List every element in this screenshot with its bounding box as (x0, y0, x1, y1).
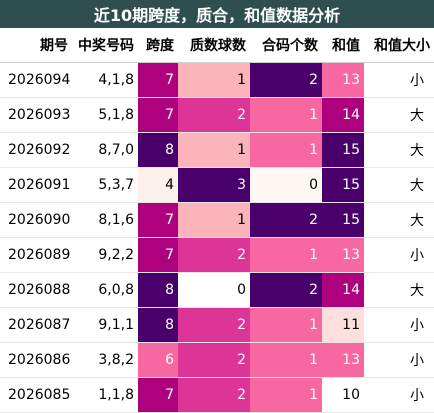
header-numbers: 中奖号码 (72, 28, 138, 63)
cell-winning-numbers: 8,1,6 (72, 202, 138, 238)
header-row: 期号 中奖号码 跨度 质数球数 合码个数 和值 和值大小 (0, 28, 434, 63)
cell-prime-count: 0 (178, 272, 250, 308)
cell-sum: 13 (322, 62, 364, 98)
cell-sum: 10 (322, 377, 364, 413)
cell-period: 2026090 (0, 202, 72, 238)
cell-span: 7 (138, 62, 178, 98)
header-composite-count: 合码个数 (250, 28, 322, 63)
cell-prime-count: 3 (178, 167, 250, 203)
table-row: 2026088 6,0,8 8 0 2 14 大 (0, 272, 434, 308)
cell-period: 2026087 (0, 307, 72, 343)
cell-composite-count: 0 (250, 167, 322, 203)
cell-sum: 14 (322, 272, 364, 308)
lottery-analysis-table: 期号 中奖号码 跨度 质数球数 合码个数 和值 和值大小 2026094 4,1,… (0, 28, 434, 413)
table-row: 2026091 5,3,7 4 3 0 15 大 (0, 167, 434, 203)
cell-period: 2026086 (0, 342, 72, 378)
cell-sum-size: 小 (364, 307, 434, 343)
table-row: 2026092 8,7,0 8 1 1 15 大 (0, 132, 434, 168)
cell-sum-size: 大 (364, 97, 434, 133)
cell-composite-count: 2 (250, 272, 322, 308)
cell-prime-count: 2 (178, 97, 250, 133)
cell-period: 2026093 (0, 97, 72, 133)
cell-period: 2026091 (0, 167, 72, 203)
cell-prime-count: 2 (178, 342, 250, 378)
cell-sum-size: 大 (364, 167, 434, 203)
cell-span: 8 (138, 272, 178, 308)
table-row: 2026093 5,1,8 7 2 1 14 大 (0, 97, 434, 133)
table-row: 2026089 9,2,2 7 2 1 13 小 (0, 237, 434, 273)
cell-span: 4 (138, 167, 178, 203)
cell-sum-size: 大 (364, 202, 434, 238)
cell-composite-count: 1 (250, 377, 322, 413)
cell-span: 7 (138, 237, 178, 273)
header-sum: 和值 (322, 28, 364, 63)
cell-winning-numbers: 5,1,8 (72, 97, 138, 133)
cell-sum: 15 (322, 167, 364, 203)
cell-winning-numbers: 6,0,8 (72, 272, 138, 308)
cell-prime-count: 1 (178, 132, 250, 168)
cell-sum: 13 (322, 342, 364, 378)
cell-span: 7 (138, 377, 178, 413)
cell-prime-count: 2 (178, 307, 250, 343)
table-title: 近10期跨度，质合，和值数据分析 (0, 0, 434, 28)
cell-winning-numbers: 9,2,2 (72, 237, 138, 273)
cell-span: 6 (138, 342, 178, 378)
cell-winning-numbers: 4,1,8 (72, 62, 138, 98)
cell-sum-size: 大 (364, 272, 434, 308)
cell-sum-size: 小 (364, 237, 434, 273)
cell-winning-numbers: 8,7,0 (72, 132, 138, 168)
cell-sum: 13 (322, 237, 364, 273)
cell-composite-count: 1 (250, 97, 322, 133)
cell-period: 2026094 (0, 62, 72, 98)
cell-sum-size: 小 (364, 62, 434, 98)
cell-composite-count: 1 (250, 307, 322, 343)
cell-composite-count: 1 (250, 342, 322, 378)
cell-sum: 15 (322, 202, 364, 238)
cell-composite-count: 1 (250, 237, 322, 273)
cell-sum: 15 (322, 132, 364, 168)
table-header: 期号 中奖号码 跨度 质数球数 合码个数 和值 和值大小 (0, 28, 434, 63)
cell-sum-size: 大 (364, 132, 434, 168)
header-period: 期号 (0, 28, 72, 63)
cell-period: 2026088 (0, 272, 72, 308)
cell-winning-numbers: 3,8,2 (72, 342, 138, 378)
cell-span: 7 (138, 97, 178, 133)
cell-prime-count: 2 (178, 377, 250, 413)
cell-composite-count: 2 (250, 202, 322, 238)
cell-span: 8 (138, 132, 178, 168)
cell-composite-count: 2 (250, 62, 322, 98)
table-row: 2026094 4,1,8 7 1 2 13 小 (0, 62, 434, 98)
cell-span: 8 (138, 307, 178, 343)
table-row: 2026090 8,1,6 7 1 2 15 大 (0, 202, 434, 238)
cell-period: 2026092 (0, 132, 72, 168)
cell-sum: 11 (322, 307, 364, 343)
cell-winning-numbers: 1,1,8 (72, 377, 138, 413)
cell-prime-count: 1 (178, 202, 250, 238)
cell-sum-size: 小 (364, 342, 434, 378)
header-sum-size: 和值大小 (364, 28, 434, 63)
cell-prime-count: 2 (178, 237, 250, 273)
cell-sum-size: 小 (364, 377, 434, 413)
table-row: 2026085 1,1,8 7 2 1 10 小 (0, 377, 434, 413)
cell-period: 2026085 (0, 377, 72, 413)
table-row: 2026087 9,1,1 8 2 1 11 小 (0, 307, 434, 343)
header-prime-count: 质数球数 (178, 28, 250, 63)
cell-winning-numbers: 5,3,7 (72, 167, 138, 203)
cell-composite-count: 1 (250, 132, 322, 168)
table-body: 2026094 4,1,8 7 1 2 13 小 2026093 5,1,8 7 2 1 14 大 2026… (0, 62, 434, 413)
cell-span: 7 (138, 202, 178, 238)
table-row: 2026086 3,8,2 6 2 1 13 小 (0, 342, 434, 378)
cell-prime-count: 1 (178, 62, 250, 98)
cell-winning-numbers: 9,1,1 (72, 307, 138, 343)
cell-sum: 14 (322, 97, 364, 133)
cell-period: 2026089 (0, 237, 72, 273)
header-span: 跨度 (138, 28, 178, 63)
